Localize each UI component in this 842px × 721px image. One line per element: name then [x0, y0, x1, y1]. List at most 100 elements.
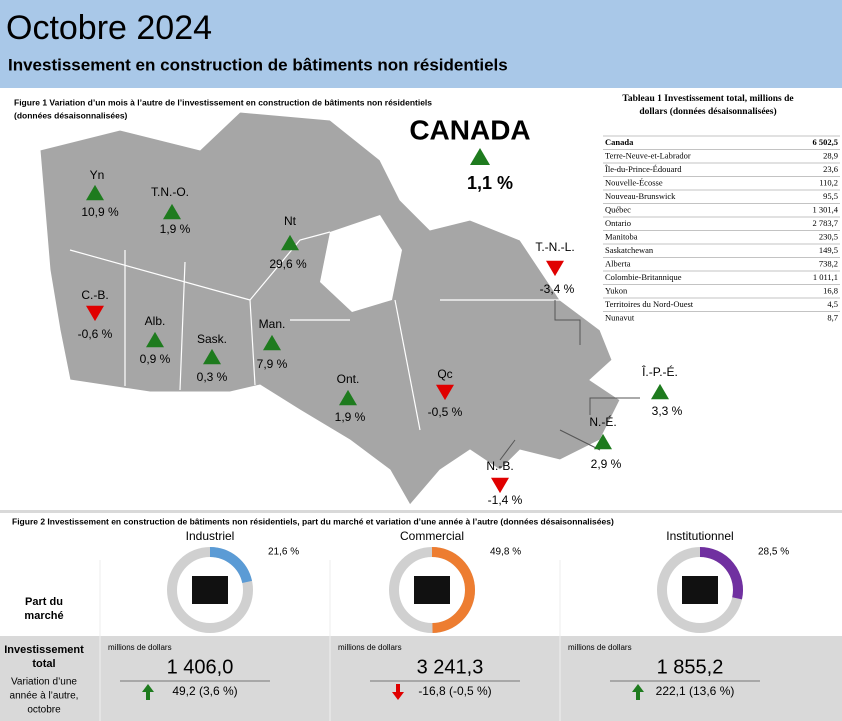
- region-label: C.-B.: [81, 288, 108, 302]
- map-bay: [320, 215, 402, 312]
- change-value: -16,8 (-0,5 %): [418, 684, 491, 698]
- figure-caption: Figure 1 Variation d’un mois à l’autre d…: [14, 97, 432, 107]
- down-arrow: [546, 260, 564, 277]
- region-label: T.N.-O.: [151, 185, 189, 199]
- unit-label: millions de dollars: [338, 643, 402, 652]
- table-cell: Nunavut: [605, 312, 635, 322]
- up-arrow: [339, 389, 357, 406]
- sector-name: Commercial: [400, 529, 464, 543]
- region-label: Qc: [437, 367, 452, 381]
- up-arrow: [594, 433, 612, 450]
- table-cell: 149,5: [819, 245, 838, 255]
- table-cell: 6 502,5: [813, 137, 839, 147]
- change-value: 49,2 (3,6 %): [172, 684, 237, 698]
- region-value: 1,9 %: [335, 410, 366, 424]
- region-label: Ont.: [337, 372, 360, 386]
- header-band: [0, 0, 842, 88]
- region-label: Yn: [90, 168, 105, 182]
- table-cell: 16,8: [823, 285, 838, 295]
- page-title: Octobre 2024: [6, 9, 212, 47]
- region-label: N.-É.: [589, 414, 616, 429]
- table-cell: Île-du-Prince-Édouard: [605, 164, 682, 174]
- region-value: 10,9 %: [81, 205, 119, 219]
- change-value: 222,1 (13,6 %): [656, 684, 735, 698]
- donut-arc: [431, 547, 475, 633]
- table-cell: Alberta: [605, 258, 631, 268]
- region-label: Î.-P.-É.: [641, 364, 678, 379]
- region-label: Sask.: [197, 332, 227, 346]
- table-cell: Nouvelle-Écosse: [605, 177, 663, 187]
- donut-arc: [209, 547, 253, 584]
- table-cell: Saskatchewan: [605, 245, 654, 255]
- region-value: 0,3 %: [197, 370, 228, 384]
- table-cell: 28,9: [823, 150, 838, 160]
- table-cell: 1 011,1: [813, 272, 838, 282]
- bottom-band: [0, 636, 842, 721]
- region-value: 2,9 %: [591, 457, 622, 471]
- row-label: octobre: [27, 705, 61, 716]
- region-value: 7,9 %: [257, 357, 288, 371]
- map: [39, 111, 640, 506]
- row-label: Part du: [25, 596, 63, 608]
- table-cell: Terre-Neuve-et-Labrador: [605, 150, 691, 160]
- table-cell: 738,2: [819, 258, 838, 268]
- down-arrow: [86, 305, 104, 322]
- sector-icon: [414, 576, 450, 604]
- table-cell: Manitoba: [605, 231, 638, 241]
- down-arrow: [392, 684, 404, 700]
- table-cell: 1 301,4: [813, 204, 839, 214]
- region-value: 29,6 %: [269, 257, 307, 271]
- table-cell: 230,5: [819, 231, 838, 241]
- up-arrow: [281, 234, 299, 251]
- leader-line: [499, 300, 640, 461]
- row-label: marché: [24, 610, 63, 622]
- share-label: 21,6 %: [268, 547, 299, 558]
- region-value: -3,4 %: [540, 282, 575, 296]
- divider: [0, 510, 842, 513]
- table-cell: 95,5: [823, 191, 838, 201]
- up-arrow: [146, 331, 164, 348]
- row-label: total: [32, 658, 55, 670]
- region-label: Alb.: [145, 314, 166, 328]
- up-arrow: [263, 334, 281, 351]
- region-value: -0,6 %: [78, 327, 113, 341]
- up-arrow: [470, 148, 490, 165]
- table-cell: 4,5: [827, 299, 838, 309]
- sector-icon: [192, 576, 228, 604]
- row-label: année à l’autre,: [10, 691, 79, 702]
- region-label: Nt: [284, 214, 297, 228]
- total-value: 3 241,3: [417, 656, 484, 678]
- table-title: Tableau 1 Investissement total, millions…: [622, 94, 793, 104]
- table-cell: 23,6: [823, 164, 838, 174]
- canada-value: 1,1 %: [467, 173, 513, 193]
- region-label: T.-N.-L.: [535, 240, 574, 254]
- region-value: 1,9 %: [160, 222, 191, 236]
- table-cell: Nouveau-Brunswick: [605, 191, 676, 201]
- region-value: -0,5 %: [428, 405, 463, 419]
- table-cell: Ontario: [605, 218, 631, 228]
- unit-label: millions de dollars: [108, 643, 172, 652]
- up-arrow: [86, 184, 104, 201]
- table-cell: Territoires du Nord-Ouest: [605, 299, 694, 309]
- sector-name: Institutionnel: [666, 529, 733, 543]
- up-arrow: [203, 348, 221, 365]
- figure-caption: (données désaisonnalisées): [14, 110, 128, 120]
- up-arrow: [142, 684, 154, 700]
- unit-label: millions de dollars: [568, 643, 632, 652]
- map-land: [39, 111, 621, 506]
- table-cell: 2 783,7: [813, 218, 839, 228]
- sector-icon: [682, 576, 718, 604]
- map-border: [69, 231, 560, 431]
- table-cell: Québec: [605, 204, 631, 214]
- table-cell: 110,2: [819, 177, 838, 187]
- donut-arc: [699, 547, 743, 600]
- figure-caption: Figure 2 Investissement en construction …: [12, 516, 614, 526]
- region-label: Man.: [259, 317, 286, 331]
- region-value: -1,4 %: [488, 493, 523, 507]
- table-cell: Colombie-Britannique: [605, 272, 682, 282]
- row-label: Investissement: [4, 644, 84, 656]
- table-title: dollars (données désaisonnalisées): [639, 106, 776, 117]
- region-value: 0,9 %: [140, 352, 171, 366]
- region-value: 3,3 %: [652, 404, 683, 418]
